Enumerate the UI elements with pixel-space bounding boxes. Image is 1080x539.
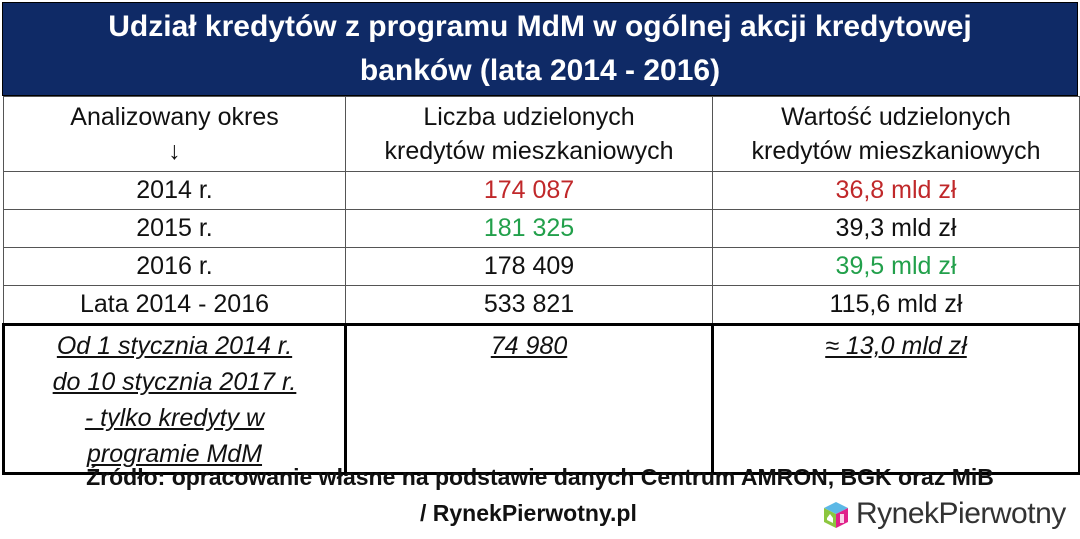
cell-count: 174 087 bbox=[345, 171, 713, 210]
table-row-total: Lata 2014 - 2016 533 821 115,6 mld zł bbox=[3, 285, 1080, 325]
cell-count-mdm: 74 980 bbox=[344, 323, 714, 475]
cell-period: 2014 r. bbox=[3, 171, 346, 210]
title-line-2: banków (lata 2014 - 2016) bbox=[359, 54, 721, 87]
cell-period: 2015 r. bbox=[3, 209, 346, 248]
house-cube-icon bbox=[824, 502, 848, 528]
header-row: Analizowany okres ↓ Liczba udzielonych k… bbox=[3, 96, 1080, 172]
source-note: Źródło: opracowanie własne na podstawie … bbox=[86, 464, 994, 490]
cell-value: 115,6 mld zł bbox=[712, 285, 1080, 325]
cell-count: 533 821 bbox=[345, 285, 713, 325]
table-row: 2016 r. 178 409 39,5 mld zł bbox=[3, 247, 1080, 286]
cell-value: 39,5 mld zł bbox=[712, 247, 1080, 286]
table-row-mdm: Od 1 stycznia 2014 r. do 10 stycznia 201… bbox=[2, 323, 1080, 475]
header-period: Analizowany okres ↓ bbox=[3, 96, 346, 172]
cell-period-mdm: Od 1 stycznia 2014 r. do 10 stycznia 201… bbox=[2, 323, 347, 475]
cell-count: 178 409 bbox=[345, 247, 713, 286]
cell-period: 2016 r. bbox=[3, 247, 346, 286]
table-row: 2014 r. 174 087 36,8 mld zł bbox=[3, 171, 1080, 210]
cell-count: 181 325 bbox=[345, 209, 713, 248]
table-row: 2015 r. 181 325 39,3 mld zł bbox=[3, 209, 1080, 248]
title-line-1: Udział kredytów z programu MdM w ogólnej… bbox=[108, 10, 972, 43]
header-value: Wartość udzielonych kredytów mieszkaniow… bbox=[712, 96, 1080, 172]
header-count: Liczba udzielonych kredytów mieszkaniowy… bbox=[345, 96, 713, 172]
rynekpierwotny-logo: RynekPierwotny bbox=[820, 497, 1066, 531]
cell-value: 36,8 mld zł bbox=[712, 171, 1080, 210]
cell-value-mdm: ≈ 13,0 mld zł bbox=[711, 323, 1080, 475]
cell-value: 39,3 mld zł bbox=[712, 209, 1080, 248]
table-title: Udział kredytów z programu MdM w ogólnej… bbox=[2, 2, 1078, 96]
source-note-site: / RynekPierwotny.pl bbox=[420, 500, 637, 526]
cell-period: Lata 2014 - 2016 bbox=[3, 285, 346, 325]
mdm-credit-table: Analizowany okres ↓ Liczba udzielonych k… bbox=[2, 96, 1080, 475]
arrow-down-icon: ↓ bbox=[168, 137, 181, 165]
